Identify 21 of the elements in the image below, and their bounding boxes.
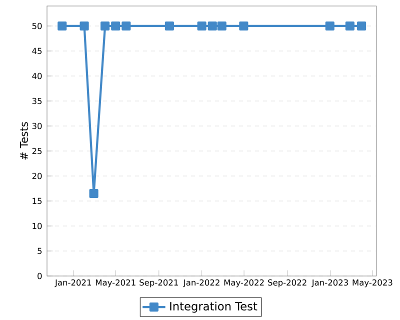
legend-label: Integration Test (170, 302, 258, 313)
x-tick-label: Sep-2022 (268, 279, 306, 288)
y-tick-label: 25 (32, 148, 42, 154)
y-tick-label: 5 (38, 248, 42, 254)
x-tick-label: Jan-2023 (311, 279, 348, 288)
x-tick-label: Jan-2022 (183, 279, 220, 288)
x-tick-label: Jan-2021 (54, 279, 92, 288)
x-tick-label: May-2022 (224, 279, 264, 288)
y-tick-label: 20 (32, 172, 42, 180)
y-tick-label: 40 (32, 72, 42, 80)
x-tick-label: May-2021 (96, 279, 136, 288)
y-tick-label: 10 (32, 222, 42, 230)
y-axis-title: # Tests (20, 122, 28, 160)
y-tick-label: 30 (32, 122, 42, 130)
y-tick-label: 15 (32, 198, 42, 204)
y-tick-label: 35 (32, 98, 42, 104)
y-tick-label: 0 (38, 272, 42, 280)
x-tick-label: Sep-2021 (140, 279, 178, 288)
x-tick-label: May-2023 (352, 279, 392, 288)
y-tick-label: 50 (32, 22, 42, 30)
y-tick-label: 45 (32, 48, 42, 54)
